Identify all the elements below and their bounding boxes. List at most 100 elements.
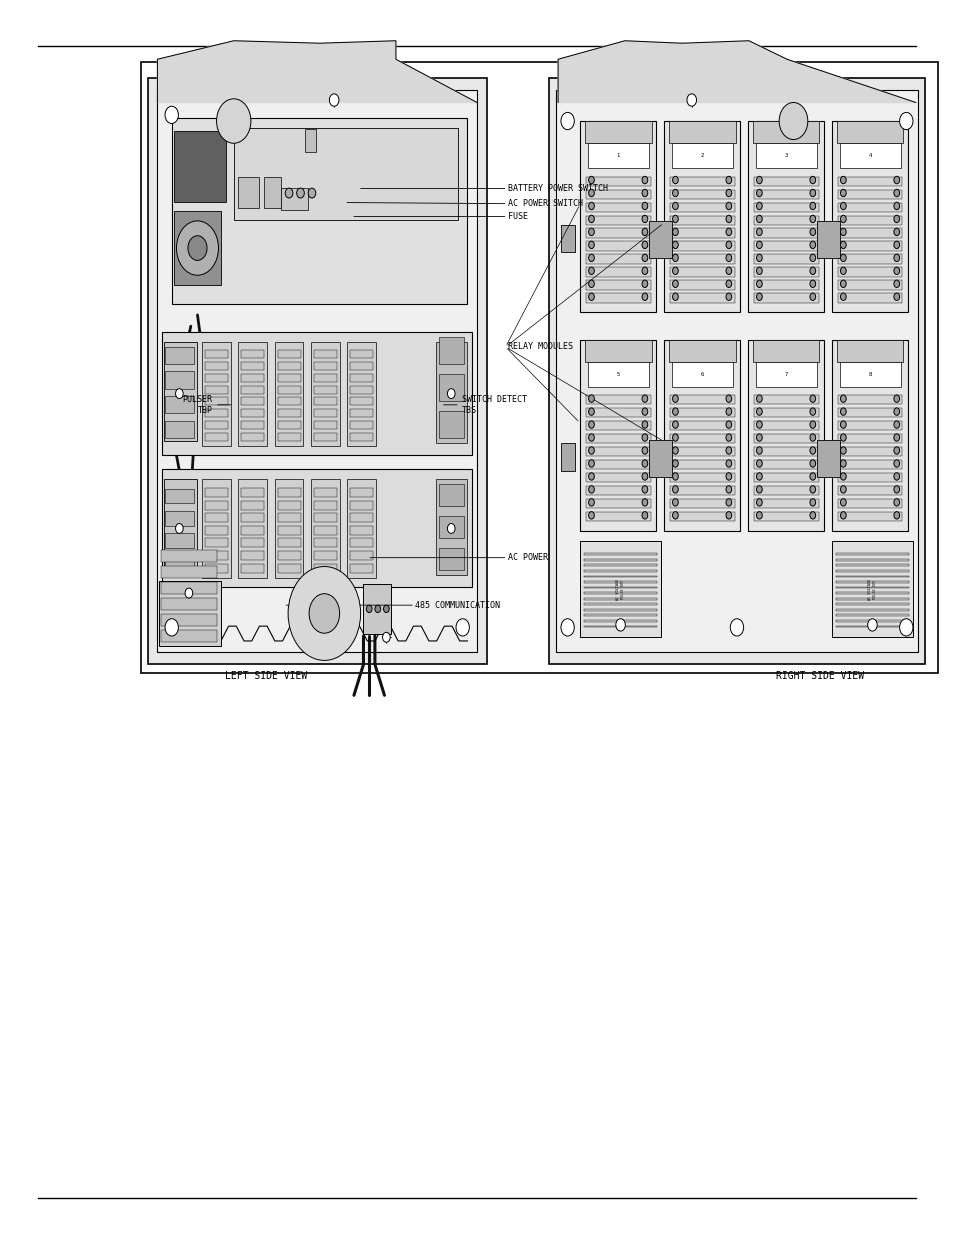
Bar — [438, 548, 463, 571]
Circle shape — [175, 389, 183, 399]
Circle shape — [588, 447, 594, 454]
Bar — [277, 374, 300, 382]
Circle shape — [899, 619, 912, 636]
Circle shape — [756, 189, 761, 196]
Circle shape — [188, 236, 207, 261]
Circle shape — [588, 421, 594, 429]
Circle shape — [809, 203, 815, 210]
Bar — [165, 372, 193, 389]
Circle shape — [588, 254, 594, 262]
Text: 2: 2 — [700, 153, 703, 158]
Bar — [350, 488, 373, 496]
Circle shape — [560, 112, 574, 130]
Circle shape — [893, 189, 899, 196]
Bar — [350, 374, 373, 382]
Bar — [835, 580, 908, 583]
Bar — [277, 551, 300, 559]
Circle shape — [456, 619, 469, 636]
Bar — [277, 385, 300, 394]
Bar — [671, 362, 732, 387]
Bar — [438, 374, 463, 401]
Bar — [165, 489, 193, 504]
Circle shape — [672, 473, 678, 480]
Circle shape — [725, 485, 731, 493]
Bar — [205, 385, 228, 394]
Bar — [835, 592, 908, 594]
Bar — [753, 228, 818, 237]
Circle shape — [672, 485, 678, 493]
Text: 485 COMMUNICATION: 485 COMMUNICATION — [415, 600, 499, 610]
Bar — [837, 254, 902, 263]
Circle shape — [285, 188, 293, 198]
Bar — [202, 342, 231, 446]
Bar — [241, 351, 264, 358]
Circle shape — [809, 459, 815, 467]
Bar — [585, 216, 650, 225]
Bar — [663, 121, 740, 312]
Circle shape — [641, 459, 647, 467]
Bar — [436, 342, 467, 443]
Bar — [747, 340, 823, 531]
Circle shape — [899, 112, 912, 130]
Bar — [585, 395, 650, 404]
Circle shape — [725, 280, 731, 288]
Bar — [314, 409, 336, 417]
Bar — [314, 514, 336, 522]
Bar — [362, 584, 391, 634]
Bar — [157, 90, 476, 652]
Bar — [161, 566, 216, 578]
Bar — [669, 293, 734, 303]
Circle shape — [588, 293, 594, 300]
Circle shape — [672, 433, 678, 441]
Circle shape — [725, 228, 731, 236]
Bar — [835, 609, 908, 611]
Bar — [835, 587, 908, 588]
Bar — [579, 121, 656, 312]
Circle shape — [672, 267, 678, 274]
Circle shape — [725, 203, 731, 210]
Bar — [753, 280, 818, 290]
Bar — [835, 576, 908, 577]
Circle shape — [756, 228, 761, 236]
Bar — [281, 188, 308, 210]
Bar — [831, 541, 912, 637]
Bar — [241, 421, 264, 429]
Text: AC POWER: AC POWER — [507, 553, 547, 562]
Bar — [669, 421, 734, 430]
Bar — [241, 563, 264, 573]
Bar — [350, 514, 373, 522]
Bar — [277, 563, 300, 573]
Bar — [753, 241, 818, 251]
Bar — [205, 351, 228, 358]
Circle shape — [641, 203, 647, 210]
Bar — [277, 409, 300, 417]
Circle shape — [672, 447, 678, 454]
Circle shape — [893, 511, 899, 519]
Bar — [311, 479, 339, 578]
Circle shape — [756, 203, 761, 210]
Bar — [837, 513, 902, 521]
Bar — [585, 421, 650, 430]
Circle shape — [672, 241, 678, 248]
Bar — [753, 473, 818, 482]
Circle shape — [185, 588, 193, 598]
Bar — [314, 374, 336, 382]
Bar — [241, 488, 264, 496]
Bar — [669, 228, 734, 237]
Circle shape — [756, 511, 761, 519]
Bar — [583, 576, 657, 577]
Bar — [585, 485, 650, 495]
Circle shape — [840, 473, 845, 480]
Circle shape — [641, 511, 647, 519]
Bar — [585, 280, 650, 290]
Circle shape — [809, 254, 815, 262]
Bar — [835, 569, 908, 572]
Bar — [277, 500, 300, 510]
Bar — [277, 351, 300, 358]
Bar — [277, 432, 300, 441]
Circle shape — [893, 241, 899, 248]
Bar — [585, 499, 650, 509]
Bar — [835, 620, 908, 622]
Polygon shape — [157, 41, 476, 103]
Circle shape — [641, 499, 647, 506]
